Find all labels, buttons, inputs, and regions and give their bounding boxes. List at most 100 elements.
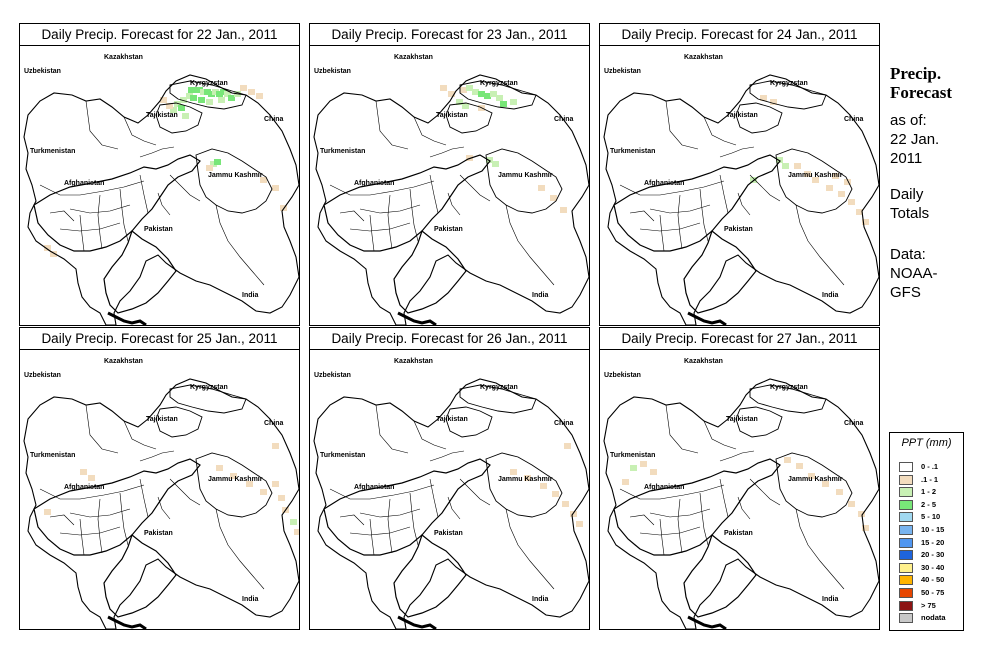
precip-cell bbox=[856, 209, 863, 215]
map-label-kazakhstan: Kazakhstan bbox=[684, 54, 723, 61]
map-label-tajikistan: Tajikistan bbox=[146, 416, 178, 423]
map-label-kazakhstan: Kazakhstan bbox=[684, 358, 723, 365]
legend-swatch bbox=[899, 487, 913, 498]
district-boundary bbox=[119, 492, 129, 546]
district-boundary bbox=[339, 210, 365, 222]
map-label-afghanistan: Afghanistan bbox=[644, 180, 684, 187]
precip-cell bbox=[492, 161, 499, 167]
precip-cell bbox=[272, 185, 279, 191]
map-label-uzbekistan: Uzbekistan bbox=[24, 372, 61, 379]
district-boundary bbox=[369, 518, 375, 556]
country-boundary bbox=[23, 74, 299, 325]
district-boundary bbox=[629, 210, 655, 222]
province-boundary bbox=[33, 458, 201, 556]
province-boundary bbox=[155, 406, 203, 438]
precip-cell bbox=[260, 177, 267, 183]
country-boundary bbox=[603, 74, 879, 325]
district-boundary bbox=[413, 420, 447, 450]
precip-cell bbox=[564, 443, 571, 449]
district-boundary bbox=[79, 518, 85, 556]
map-label-turkmenistan: Turkmenistan bbox=[320, 148, 365, 155]
legend-label: > 75 bbox=[921, 600, 936, 610]
precip-cell bbox=[200, 89, 207, 95]
data-source-block: Data: NOAA- GFS bbox=[890, 245, 938, 302]
precip-cell bbox=[760, 95, 767, 101]
district-boundary bbox=[215, 508, 265, 590]
precip-cell bbox=[466, 85, 473, 91]
legend-label: 1 - 2 bbox=[921, 487, 937, 497]
precip-cell bbox=[784, 457, 791, 463]
district-boundary bbox=[97, 194, 103, 250]
forecast-panel-2: Daily Precip. Forecast for 23 Jan., 2011… bbox=[309, 23, 590, 326]
district-boundary bbox=[665, 100, 699, 150]
map-label-jammu: Jammu Kashmir bbox=[788, 476, 843, 483]
map-label-tajikistan: Tajikistan bbox=[436, 416, 468, 423]
legend-label: 15 - 20 bbox=[921, 537, 945, 547]
province-boundary bbox=[749, 80, 827, 110]
coastline bbox=[687, 615, 727, 629]
legend-swatch bbox=[899, 575, 913, 586]
district-boundary bbox=[157, 192, 171, 216]
legend-label: 40 - 50 bbox=[921, 575, 945, 585]
precip-cell bbox=[210, 161, 217, 167]
precip-cell bbox=[216, 465, 223, 471]
district-boundary bbox=[703, 420, 737, 450]
map-label-afghanistan: Afghanistan bbox=[64, 484, 104, 491]
forecast-map: Kazakhstan Uzbekistan Kyrgyzstan Tajikistan… bbox=[313, 54, 589, 325]
district-boundary bbox=[429, 174, 439, 214]
province-boundary bbox=[323, 458, 491, 556]
district-boundary bbox=[795, 204, 845, 286]
district-boundary bbox=[59, 526, 121, 536]
legend-item: > 75 bbox=[899, 600, 959, 612]
district-boundary bbox=[429, 450, 465, 462]
district-boundary bbox=[719, 174, 729, 214]
precip-cell bbox=[622, 479, 629, 485]
district-boundary bbox=[749, 174, 781, 202]
precip-cell bbox=[256, 93, 263, 99]
precip-cell bbox=[472, 89, 479, 95]
panel-title: Daily Precip. Forecast for 27 Jan., 2011 bbox=[600, 328, 879, 350]
map-label-kyrgyzstan: Kyrgyzstan bbox=[480, 80, 518, 87]
district-boundary bbox=[39, 484, 145, 500]
forecast-panel-1: Daily Precip. Forecast for 22 Jan., 2011… bbox=[19, 23, 300, 326]
precip-cell bbox=[812, 177, 819, 183]
forecast-map: Kazakhstan Uzbekistan Kyrgyzstan Tajikistan… bbox=[603, 358, 879, 629]
precip-cell bbox=[510, 469, 517, 475]
as-of-date: 22 Jan. bbox=[890, 131, 940, 148]
map-label-kazakhstan: Kazakhstan bbox=[394, 358, 433, 365]
map-label-india: India bbox=[822, 596, 838, 603]
as-of-label: as of: bbox=[890, 112, 927, 129]
district-boundary bbox=[85, 100, 119, 150]
precip-cell bbox=[178, 105, 185, 111]
legend-item: 40 - 50 bbox=[899, 575, 959, 586]
district-boundary bbox=[339, 514, 365, 526]
map-label-kyrgyzstan: Kyrgyzstan bbox=[770, 384, 808, 391]
precip-cell bbox=[484, 93, 491, 99]
map-label-tajikistan: Tajikistan bbox=[436, 112, 468, 119]
map-label-china: China bbox=[844, 116, 864, 123]
panel-title: Daily Precip. Forecast for 23 Jan., 2011 bbox=[310, 24, 589, 46]
province-boundary bbox=[445, 406, 493, 438]
precip-cell bbox=[294, 529, 299, 535]
map-label-india: India bbox=[242, 596, 258, 603]
forecast-map: Kazakhstan Uzbekistan Kyrgyzstan Tajikistan… bbox=[23, 54, 299, 325]
legend-swatch bbox=[899, 550, 913, 561]
legend-swatch bbox=[899, 562, 913, 573]
precip-cell bbox=[460, 87, 467, 93]
map-label-jammu: Jammu Kashmir bbox=[208, 172, 263, 179]
district-boundary bbox=[119, 188, 129, 242]
precip-cell bbox=[272, 481, 279, 487]
map-label-jammu: Jammu Kashmir bbox=[208, 476, 263, 483]
legend-swatch bbox=[899, 600, 913, 611]
map-label-pakistan: Pakistan bbox=[434, 530, 463, 537]
precip-cell bbox=[206, 165, 213, 171]
precip-cell bbox=[448, 91, 455, 97]
district-boundary bbox=[459, 478, 491, 506]
district-boundary bbox=[659, 518, 665, 556]
precip-cell bbox=[160, 97, 167, 103]
district-boundary bbox=[49, 514, 75, 526]
precip-cell bbox=[796, 463, 803, 469]
map-label-turkmenistan: Turkmenistan bbox=[610, 452, 655, 459]
province-boundary bbox=[485, 452, 563, 518]
precip-cell bbox=[208, 91, 215, 97]
